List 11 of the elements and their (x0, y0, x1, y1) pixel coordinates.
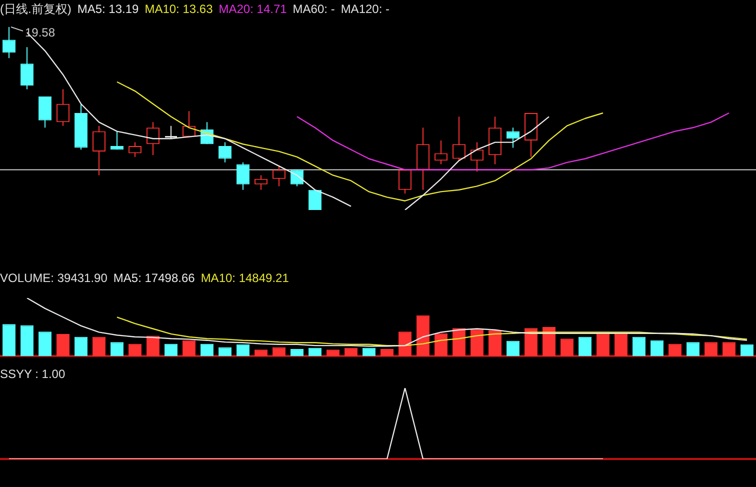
text: MA20: 14.71 (218, 2, 287, 16)
text: MA10: 13.63 (144, 2, 213, 16)
chart-title: SSYY : 1.00 (0, 367, 66, 381)
annotation: 19.58 (25, 25, 56, 40)
text: MA60: - (292, 2, 335, 16)
chart-title: (日线.前复权) (0, 2, 72, 16)
text: MA10: 14849.21 (200, 271, 289, 285)
text: MA120: - (340, 2, 390, 16)
chart-title: VOLUME: 39431.90 (0, 271, 108, 285)
text: MA5: 17498.66 (113, 271, 195, 285)
text: MA5: 13.19 (77, 2, 139, 16)
